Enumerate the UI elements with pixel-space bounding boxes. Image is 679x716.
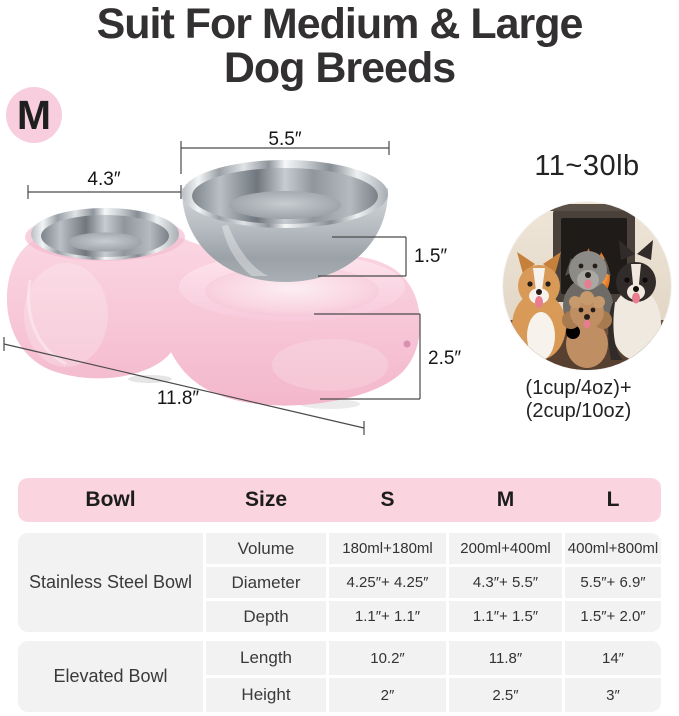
table-cell: 400ml+800ml	[565, 533, 661, 564]
dim-label-stand-height: 2.5″	[428, 348, 461, 369]
table-cell: 11.8″	[449, 641, 562, 675]
stand-foot	[403, 340, 411, 348]
dim-label-stand-length: 11.8″	[157, 388, 200, 409]
size-badge: M	[6, 87, 62, 143]
col-header-bowl: Bowl	[85, 488, 136, 511]
size-table: Bowl Size S M L Stainless Steel Bowl Vol…	[18, 478, 661, 712]
corgi-dog	[512, 252, 566, 360]
row-group-label: Stainless Steel Bowl	[18, 533, 203, 632]
dimension-labels: 5.5″ 4.3″ 1.5″ 2.5″ 11.8″	[87, 130, 461, 409]
dimension-lines	[3, 141, 421, 435]
table-cell: 3″	[565, 678, 661, 712]
table-cell: 5.5″+ 6.9″	[565, 567, 661, 598]
col-header-l: L	[606, 488, 620, 511]
table-cell: 200ml+400ml	[449, 533, 562, 564]
page-title: Suit For Medium & Large Dog Breeds	[0, 2, 679, 90]
dim-label-big-bowl-diameter: 5.5″	[268, 130, 301, 150]
table-cell: 1.5″+ 2.0″	[565, 601, 661, 632]
table-cell: 180ml+180ml	[329, 533, 446, 564]
table-cell: 2″	[329, 678, 446, 712]
col-header-size: Size	[244, 488, 288, 511]
table-cell: 1.1″+ 1.5″	[449, 601, 562, 632]
table-cell: 1.1″+ 1.1″	[329, 601, 446, 632]
dogs-photo-scene	[503, 202, 671, 370]
dogs-photo	[503, 202, 671, 370]
dim-label-bowl-depth: 1.5″	[414, 246, 447, 267]
table-cell: 2.5″	[449, 678, 562, 712]
poodle-dog	[562, 291, 612, 368]
table-cell: 4.25″+ 4.25″	[329, 567, 446, 598]
size-table-header: Bowl Size S M L	[18, 478, 661, 522]
weight-range: 11~30lb	[534, 150, 640, 182]
big-steel-bowl	[182, 160, 388, 282]
dim-label-small-bowl-diameter: 4.3″	[87, 169, 120, 190]
table-group-stainless-steel-bowl: Stainless Steel Bowl Volume 180ml+180ml …	[18, 533, 661, 632]
row-group-label: Elevated Bowl	[18, 641, 203, 712]
row-label-depth: Depth	[206, 601, 326, 632]
row-label-height: Height	[206, 678, 326, 712]
product-illustration: 5.5″ 4.3″ 1.5″ 2.5″ 11.8″	[3, 130, 461, 435]
table-cell: 4.3″+ 5.5″	[449, 567, 562, 598]
row-label-diameter: Diameter	[206, 567, 326, 598]
col-header-s: S	[380, 488, 395, 511]
platform-recess	[205, 266, 379, 316]
table-group-elevated-bowl: Elevated Bowl Length 10.2″ 11.8″ 14″ Hei…	[18, 641, 661, 712]
boston-terrier-dog	[608, 240, 661, 360]
small-steel-bowl	[31, 208, 179, 260]
table-cell: 10.2″	[329, 641, 446, 675]
title-line2: Dog Breeds	[223, 44, 456, 92]
capacity-text: (1cup/4oz)+(2cup/10oz)	[525, 377, 632, 422]
table-cell: 14″	[565, 641, 661, 675]
row-label-volume: Volume	[206, 533, 326, 564]
row-label-length: Length	[206, 641, 326, 675]
title-line1: Suit For Medium & Large	[96, 0, 584, 48]
col-header-m: M	[496, 488, 515, 511]
